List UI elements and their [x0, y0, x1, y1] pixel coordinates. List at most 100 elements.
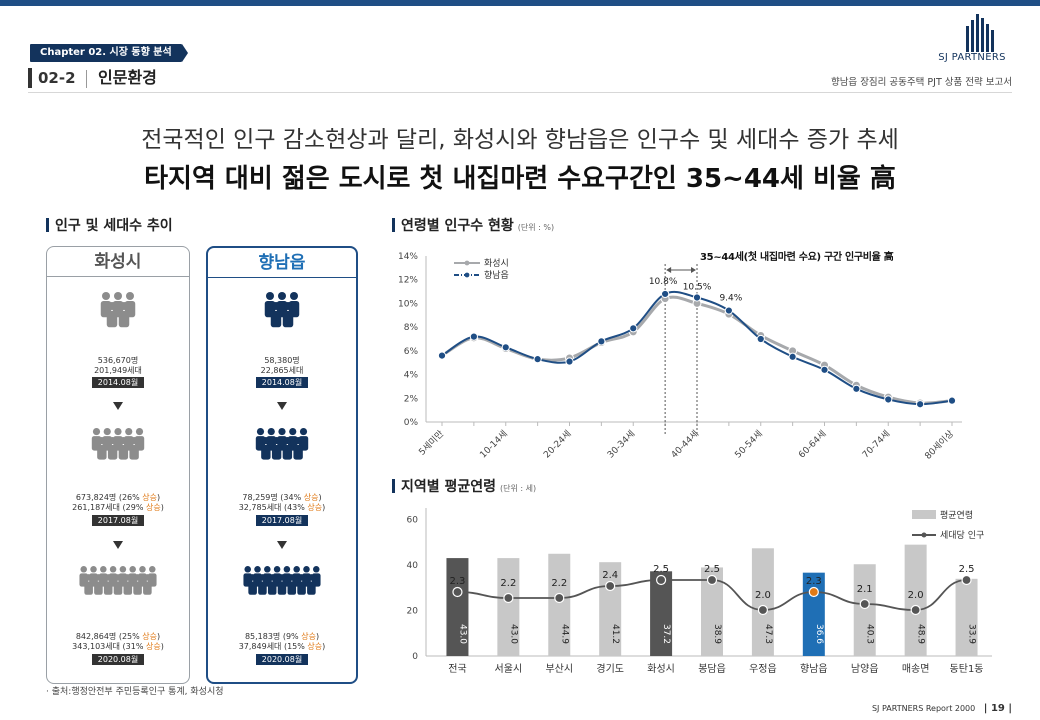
bar-value-label: 44.9	[559, 624, 569, 644]
x-tick-label: 경기도	[596, 662, 624, 675]
population-count: 536,670명	[97, 356, 139, 365]
hwaseong-stat-2017: 673,824명 (26% 상승) 261,187세대 (29% 상승)	[52, 493, 184, 513]
bar	[955, 578, 978, 656]
hyangnam-panel-title: 향남읍	[208, 248, 356, 278]
increase-label: 상승	[301, 632, 316, 641]
hwaseong-panel-title: 화성시	[47, 247, 189, 277]
y-tick-label: 0%	[404, 418, 419, 428]
x-tick-label: 부산시	[545, 663, 573, 675]
y-tick-label: 0	[412, 652, 418, 662]
legend-label: 향남읍	[484, 269, 509, 281]
population-change: 85,183명 (9% 상승)	[214, 632, 350, 642]
y-tick-label: 12%	[398, 276, 418, 286]
legend-marker	[464, 272, 470, 278]
age-chart-title: 연령별 인구수 현황 (단위 : %)	[392, 215, 554, 235]
hyangnam-panel	[206, 246, 358, 684]
x-tick-label: 30-34세	[605, 428, 637, 460]
data-point	[554, 592, 565, 604]
y-tick-label: 14%	[398, 252, 418, 262]
line-value-label: 2.3	[450, 576, 466, 587]
bar-value-label: 37.2	[661, 624, 671, 644]
down-arrow-icon	[113, 402, 123, 410]
hyangnam-date-2020: 2020.08월	[256, 654, 308, 665]
line-value-label: 2.5	[959, 564, 975, 575]
line-value-label: 2.2	[500, 578, 516, 589]
data-label: 9.4%	[719, 294, 742, 304]
age-distribution-chart: 0% 2% 4% 6% 8% 10% 12% 14% 5세미만 10-14세 20-24세 30-34…	[398, 252, 962, 462]
bar	[751, 548, 774, 656]
bar-value-label: 40.3	[865, 624, 875, 644]
bar-value-label: 47.3	[763, 624, 773, 644]
age-chart-title-text: 연령별 인구수 현황	[401, 218, 514, 234]
bar	[446, 558, 469, 656]
bar	[904, 544, 927, 656]
x-tick-label: 60-64세	[796, 428, 828, 460]
data-point	[597, 337, 606, 346]
hyangnam-stat-2020: 85,183명 (9% 상승) 37,849세대 (15% 상승)	[214, 632, 350, 652]
line-value-label: 2.1	[857, 584, 873, 595]
page-number: 19	[990, 703, 1005, 714]
legend-label: 세대당 인구	[940, 530, 984, 541]
data-point	[947, 396, 957, 405]
data-point	[692, 293, 702, 302]
household-value: 32,785세대 (43%	[238, 503, 305, 512]
increase-label: 상승	[142, 632, 158, 641]
y-tick-label: 2%	[404, 394, 419, 404]
x-tick-label: 서울시	[495, 663, 523, 675]
x-tick-label: 동탄1동	[950, 663, 984, 675]
x-tick-label: 남양읍	[851, 663, 879, 675]
data-point	[961, 574, 972, 586]
increase-label: 상승	[307, 642, 323, 651]
footer: SJ PARTNERS Report 2000 | 19 |	[871, 703, 1012, 714]
closing-paren: )	[157, 493, 161, 502]
x-tick-label: 전국	[448, 663, 466, 675]
line-value-label: 2.0	[908, 590, 924, 601]
y-tick-label: 10%	[398, 299, 418, 309]
increase-label: 상승	[145, 642, 161, 651]
x-tick-label: 매송면	[902, 663, 930, 675]
data-point	[852, 384, 861, 393]
data-label: 10.5%	[683, 283, 712, 293]
hwaseong-date-2020: 2020.08월	[92, 654, 144, 665]
household-change: 37,849세대 (15% 상승)	[214, 642, 350, 652]
block-title-marker	[392, 479, 395, 493]
data-point	[437, 351, 447, 360]
y-tick-label: 6%	[404, 347, 419, 357]
age-chart-unit: (단위 : %)	[517, 223, 555, 232]
x-tick-label: 20-24세	[541, 428, 573, 460]
line-value-label: 2.5	[704, 564, 720, 575]
x-tick-label: 40-44세	[669, 428, 701, 460]
legend-marker	[464, 260, 470, 266]
line-value-label: 2.3	[806, 576, 822, 587]
population-change: 842,864명 (25% 상승)	[52, 632, 184, 642]
closing-paren: )	[160, 503, 164, 512]
household-change: 343,103세대 (31% 상승)	[52, 642, 184, 652]
data-point	[661, 289, 670, 299]
y-tick-label: 20	[407, 606, 419, 616]
source-note: · 출처:행정안전부 주민등록인구 통계, 화성시청	[46, 687, 224, 697]
down-arrow-icon	[277, 402, 287, 410]
top-accent-bar	[0, 0, 1040, 6]
line-value-label: 2.0	[755, 590, 771, 601]
x-tick-label: 봉담읍	[698, 663, 726, 675]
population-change: 78,259명 (34% 상승)	[214, 493, 350, 503]
bar-value-label: 33.9	[967, 624, 977, 644]
x-tick-label: 50-54세	[733, 428, 765, 460]
avg-age-chart-title-text: 지역별 평균연령	[401, 479, 497, 495]
data-point	[452, 586, 463, 598]
population-value: 842,864명 (25%	[75, 632, 140, 641]
block-title-marker	[46, 218, 49, 232]
bar-value-label: 41.2	[610, 624, 620, 644]
x-tick-label: 화성시	[647, 663, 675, 675]
hwaseong-stat-2020: 842,864명 (25% 상승) 343,103세대 (31% 상승)	[52, 632, 184, 652]
data-point	[706, 574, 718, 586]
bar	[853, 564, 876, 656]
down-arrow-icon	[113, 541, 123, 549]
data-point	[910, 604, 921, 616]
increase-label: 상승	[307, 503, 323, 512]
bar	[802, 572, 825, 656]
y-tick-label: 4%	[404, 371, 419, 381]
data-point	[533, 355, 542, 364]
data-point	[605, 580, 616, 592]
data-point	[469, 332, 478, 341]
